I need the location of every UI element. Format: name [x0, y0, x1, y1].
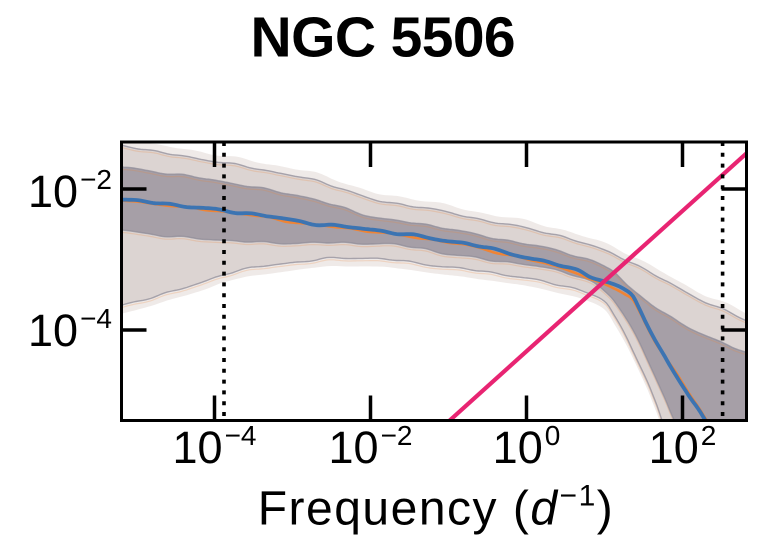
svg-text:10−4: 10−4 — [173, 420, 257, 473]
svg-text:Frequency (d−1): Frequency (d−1) — [258, 480, 615, 536]
svg-text:NGC 5506: NGC 5506 — [251, 6, 516, 70]
